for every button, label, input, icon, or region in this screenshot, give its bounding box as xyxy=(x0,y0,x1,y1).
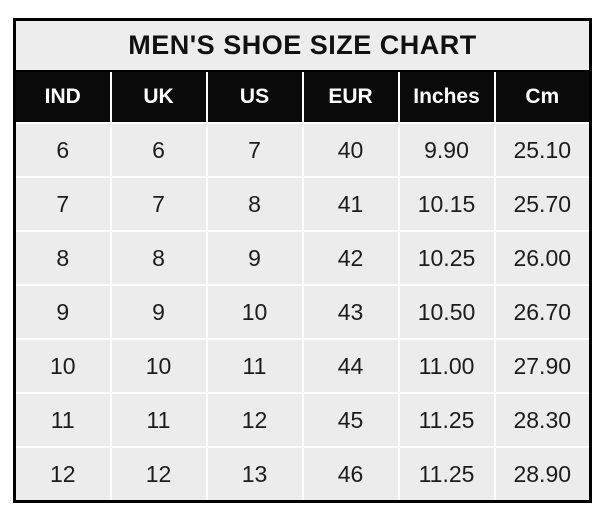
table-cell: 9.90 xyxy=(397,122,496,178)
table-cell: 11.00 xyxy=(397,338,496,394)
table-cell: 8 xyxy=(13,230,112,286)
column-header-eur: EUR xyxy=(301,70,400,124)
table-cell: 6 xyxy=(13,122,112,178)
table-cell: 27.90 xyxy=(493,338,592,394)
table-cell: 26.70 xyxy=(493,284,592,340)
column-header-uk: UK xyxy=(109,70,208,124)
table-cell: 12 xyxy=(13,446,112,503)
table-row: 10 10 11 44 11.00 27.90 xyxy=(13,338,592,394)
column-header-us: US xyxy=(205,70,304,124)
table-cell: 11.25 xyxy=(397,392,496,448)
table-cell: 42 xyxy=(301,230,400,286)
table-cell: 11 xyxy=(205,338,304,394)
table-row: 12 12 13 46 11.25 28.90 xyxy=(13,446,592,503)
table-cell: 10.25 xyxy=(397,230,496,286)
table-title: MEN'S SHOE SIZE CHART xyxy=(13,18,592,72)
table-cell: 43 xyxy=(301,284,400,340)
table-cell: 12 xyxy=(109,446,208,503)
column-header-ind: IND xyxy=(13,70,112,124)
table-cell: 25.10 xyxy=(493,122,592,178)
table-cell: 44 xyxy=(301,338,400,394)
table-row: 11 11 12 45 11.25 28.30 xyxy=(13,392,592,448)
table-cell: 28.30 xyxy=(493,392,592,448)
table-cell: 11.25 xyxy=(397,446,496,503)
table-cell: 41 xyxy=(301,176,400,232)
table-row: 9 9 10 43 10.50 26.70 xyxy=(13,284,592,340)
column-header-inches: Inches xyxy=(397,70,496,124)
table-cell: 45 xyxy=(301,392,400,448)
shoe-size-chart-table: MEN'S SHOE SIZE CHART IND UK US EUR Inch… xyxy=(13,18,592,503)
table-cell: 13 xyxy=(205,446,304,503)
table-title-row: MEN'S SHOE SIZE CHART xyxy=(13,18,592,72)
table-cell: 8 xyxy=(205,176,304,232)
table-cell: 10.50 xyxy=(397,284,496,340)
table-cell: 7 xyxy=(13,176,112,232)
table-cell: 25.70 xyxy=(493,176,592,232)
table-cell: 6 xyxy=(109,122,208,178)
table-cell: 26.00 xyxy=(493,230,592,286)
table-cell: 10 xyxy=(109,338,208,394)
table-cell: 10 xyxy=(13,338,112,394)
table-cell: 28.90 xyxy=(493,446,592,503)
table-row: 8 8 9 42 10.25 26.00 xyxy=(13,230,592,286)
table-cell: 7 xyxy=(205,122,304,178)
table-cell: 10 xyxy=(205,284,304,340)
table-cell: 9 xyxy=(13,284,112,340)
table-cell: 46 xyxy=(301,446,400,503)
table-row: 7 7 8 41 10.15 25.70 xyxy=(13,176,592,232)
table-row: 6 6 7 40 9.90 25.10 xyxy=(13,122,592,178)
table-cell: 9 xyxy=(205,230,304,286)
table-cell: 10.15 xyxy=(397,176,496,232)
table-cell: 11 xyxy=(13,392,112,448)
column-header-cm: Cm xyxy=(493,70,592,124)
table-cell: 9 xyxy=(109,284,208,340)
table-header-row: IND UK US EUR Inches Cm xyxy=(13,70,592,124)
table-cell: 12 xyxy=(205,392,304,448)
table-cell: 8 xyxy=(109,230,208,286)
table-cell: 40 xyxy=(301,122,400,178)
table-cell: 7 xyxy=(109,176,208,232)
table-cell: 11 xyxy=(109,392,208,448)
